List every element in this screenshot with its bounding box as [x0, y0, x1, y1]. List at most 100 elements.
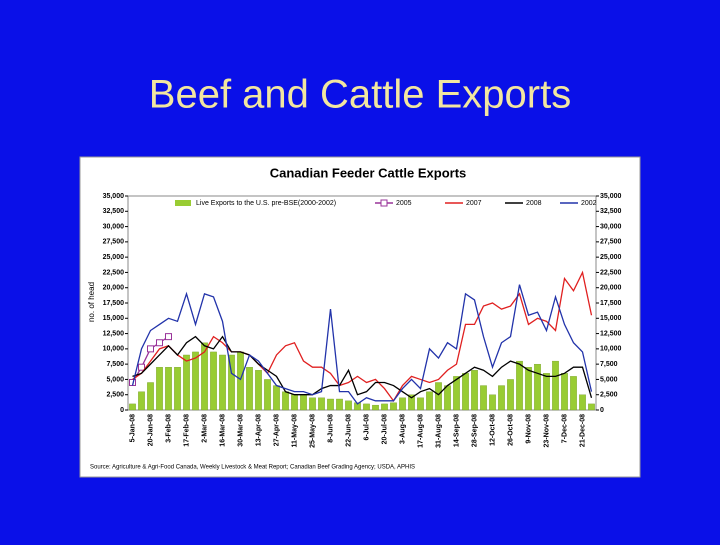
y-tick-label: 20,000 — [103, 285, 125, 292]
y-tick-label: 5,000 — [106, 376, 124, 383]
bar — [165, 367, 172, 411]
bar — [372, 404, 379, 411]
y2-tick-label: 12,500 — [600, 330, 622, 337]
x-tick-label: 11-May-08 — [291, 414, 298, 448]
bar — [192, 351, 199, 411]
x-tick-label: 17-Feb-08 — [183, 414, 190, 447]
bar — [291, 394, 298, 411]
bar — [156, 367, 163, 411]
bar — [480, 385, 487, 411]
y-tick-label: 2,500 — [106, 392, 124, 399]
bar — [462, 373, 469, 411]
bar — [408, 394, 415, 411]
x-tick-label: 2-Mar-08 — [201, 414, 208, 443]
bar — [264, 379, 271, 411]
y2-tick-label: 30,000 — [600, 223, 622, 230]
y-tick-label: 30,000 — [103, 223, 125, 230]
bar — [561, 373, 568, 411]
x-tick-label: 9-Nov-08 — [525, 414, 532, 444]
bar — [507, 379, 514, 411]
legend-swatch-marker — [380, 199, 388, 207]
x-tick-label: 12-Oct-08 — [489, 414, 496, 446]
x-tick-label: 6-Jul-08 — [363, 414, 370, 441]
bar — [237, 351, 244, 411]
y2-tick-label: 7,500 — [600, 361, 618, 368]
y-tick-label: 22,500 — [103, 269, 125, 276]
bar — [426, 391, 433, 411]
bar — [498, 385, 505, 411]
x-tick-label: 7-Dec-08 — [561, 414, 568, 443]
legend-label: 2007 — [466, 200, 482, 207]
y-tick-label: 35,000 — [103, 193, 125, 200]
x-tick-label: 13-Apr-08 — [255, 414, 262, 446]
bar — [579, 394, 586, 411]
bar — [147, 382, 154, 411]
bar — [453, 376, 460, 411]
y2-tick-label: 20,000 — [600, 285, 622, 292]
x-tick-label: 21-Dec-08 — [579, 414, 586, 447]
line-marker — [147, 345, 154, 353]
legend-label: 2008 — [526, 200, 542, 207]
legend-label: 2002 — [581, 200, 597, 207]
y2-tick-label: 2,500 — [600, 392, 618, 399]
x-tick-label: 26-Oct-08 — [507, 414, 514, 446]
bar — [552, 360, 559, 411]
y2-tick-label: 25,000 — [600, 254, 622, 261]
x-tick-label: 30-Mar-08 — [237, 414, 244, 447]
source-note: Source: Agriculture & Agri-Food Canada, … — [90, 465, 415, 471]
x-tick-label: 16-Mar-08 — [219, 414, 226, 447]
bar — [417, 397, 424, 411]
bar — [219, 354, 226, 411]
x-tick-label: 23-Nov-08 — [543, 414, 550, 448]
y-tick-label: 32,500 — [103, 208, 125, 215]
x-tick-label: 3-Feb-08 — [165, 414, 172, 443]
x-tick-label: 27-Apr-08 — [273, 414, 280, 446]
x-tick-label: 8-Jun-08 — [327, 414, 334, 443]
y2-tick-label: 10,000 — [600, 346, 622, 353]
y-tick-label: 10,000 — [103, 346, 125, 353]
y-tick-label: 15,000 — [103, 315, 125, 322]
bar — [399, 397, 406, 411]
y-tick-label: 17,500 — [103, 300, 125, 307]
y-axis-label: no. of head — [87, 282, 96, 322]
bar — [309, 397, 316, 411]
y2-tick-label: 15,000 — [600, 315, 622, 322]
x-tick-label: 28-Sep-08 — [471, 414, 478, 447]
bar — [336, 398, 343, 411]
x-tick-label: 20-Jan-08 — [147, 414, 154, 446]
legend-label: 2005 — [396, 200, 412, 207]
x-tick-label: 20-Jul-08 — [381, 414, 388, 444]
bar — [282, 391, 289, 411]
x-tick-label: 17-Aug-08 — [417, 414, 424, 448]
chart-title: Canadian Feeder Cattle Exports — [270, 165, 467, 180]
y-tick-label: 12,500 — [103, 330, 125, 337]
bar — [300, 394, 307, 411]
bar — [174, 367, 181, 411]
bar — [246, 367, 253, 411]
bar — [390, 402, 397, 411]
chart-panel — [79, 156, 641, 478]
bar — [525, 367, 532, 411]
bar — [471, 370, 478, 411]
bar — [201, 342, 208, 411]
bar — [228, 354, 235, 411]
x-tick-label: 5-Jan-08 — [129, 414, 136, 443]
y2-tick-label: 35,000 — [600, 193, 622, 200]
y2-tick-label: 22,500 — [600, 269, 622, 276]
y2-tick-label: 0 — [600, 407, 604, 414]
slide-title: Beef and Cattle Exports — [149, 73, 571, 117]
line-marker — [156, 339, 163, 347]
bar — [534, 363, 541, 411]
y-tick-label: 7,500 — [106, 361, 124, 368]
y2-tick-label: 5,000 — [600, 376, 618, 383]
bar — [570, 376, 577, 411]
bar — [138, 391, 145, 411]
line-marker — [165, 333, 172, 341]
bar — [318, 397, 325, 411]
y-tick-label: 27,500 — [103, 239, 125, 246]
x-tick-label: 31-Aug-08 — [435, 414, 442, 448]
bar — [381, 403, 388, 411]
line-series — [131, 284, 593, 405]
